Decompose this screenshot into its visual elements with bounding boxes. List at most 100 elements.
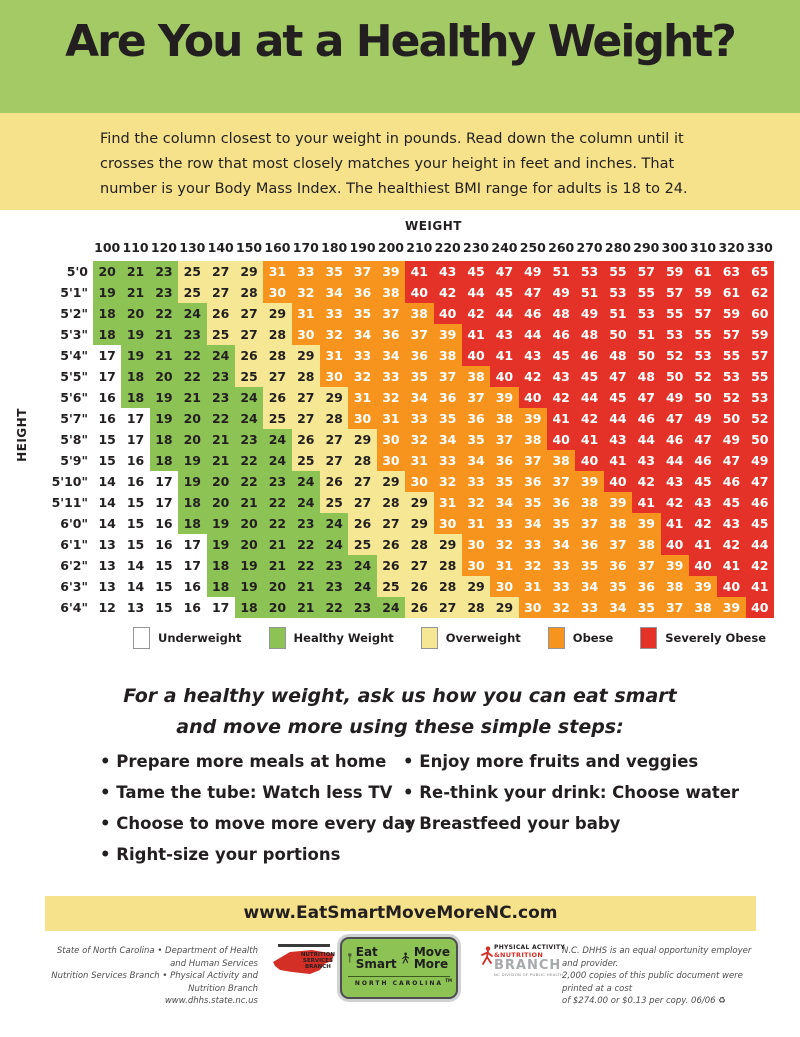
bmi-cell: 51	[603, 303, 633, 324]
bmi-cell: 45	[717, 492, 746, 513]
bmi-table-row: 14 16 17 19 20 22 23 24 26 27 29 30 32 33 35 36 37 39 40 42…	[93, 471, 774, 492]
height-row-label: 6'3"	[60, 579, 88, 594]
bmi-cell: 31	[263, 261, 292, 282]
bmi-cell: 18	[149, 450, 179, 471]
bmi-cell: 39	[717, 597, 746, 618]
bmi-cell: 43	[603, 429, 633, 450]
bmi-cell: 21	[149, 324, 179, 345]
bmi-cell: 36	[575, 534, 604, 555]
bmi-cell: 48	[632, 366, 661, 387]
bmi-cell: 24	[348, 555, 377, 576]
bmi-cell: 37	[518, 450, 547, 471]
bmi-cell: 47	[717, 450, 746, 471]
bmi-cell: 53	[603, 282, 633, 303]
bmi-cell: 57	[660, 282, 689, 303]
bmi-cell: 46	[745, 492, 774, 513]
bmi-cell: 30	[518, 597, 547, 618]
bmi-cell: 21	[291, 576, 320, 597]
bmi-cell: 52	[688, 366, 718, 387]
pan-line3: BRANCH	[494, 958, 562, 973]
bmi-cell: 37	[547, 471, 576, 492]
bmi-cell: 50	[632, 345, 661, 366]
bmi-cell: 23	[320, 576, 349, 597]
bmi-cell: 30	[461, 555, 491, 576]
bmi-cell: 46	[688, 450, 718, 471]
bmi-cell: 37	[348, 261, 377, 282]
legend-label: Severely Obese	[665, 631, 766, 645]
weight-header-cell: 280	[604, 240, 631, 255]
bmi-cell: 14	[93, 471, 122, 492]
bmi-cell: 30	[291, 324, 320, 345]
bmi-cell: 33	[405, 408, 434, 429]
bmi-cell: 34	[547, 534, 576, 555]
bmi-cell: 31	[376, 408, 406, 429]
bmi-cell: 48	[547, 303, 576, 324]
height-row-label: 6'2"	[60, 558, 88, 573]
bmi-cell: 18	[206, 576, 235, 597]
steps-list-right: Enjoy more fruits and veggiesRe-think yo…	[403, 750, 739, 843]
bmi-cell: 37	[490, 429, 519, 450]
bmi-cell: 39	[603, 492, 633, 513]
bmi-cell: 44	[745, 534, 774, 555]
height-row-label: 5'1"	[60, 285, 88, 300]
bmi-cell: 53	[575, 261, 604, 282]
bmi-cell: 31	[433, 492, 462, 513]
bmi-cell: 27	[291, 408, 320, 429]
bmi-cell: 30	[405, 471, 434, 492]
bmi-cell: 43	[547, 366, 576, 387]
bmi-cell: 26	[234, 345, 264, 366]
bmi-cell: 63	[717, 261, 746, 282]
nc-logo-caption-bar	[278, 944, 330, 947]
bmi-cell: 29	[263, 303, 292, 324]
bmi-cell: 24	[263, 450, 292, 471]
fork-icon	[348, 953, 352, 963]
bmi-cell: 45	[575, 366, 604, 387]
bmi-cell: 24	[291, 492, 320, 513]
bmi-cell: 61	[717, 282, 746, 303]
bmi-cell: 24	[178, 303, 207, 324]
bmi-legend: Underweight Healthy Weight Overweight Obese…	[133, 627, 766, 649]
bmi-cell: 32	[348, 366, 377, 387]
footer-agency-line: www.dhhs.state.nc.us	[164, 996, 258, 1006]
bmi-cell: 20	[149, 366, 179, 387]
pan-line1: PHYSICAL ACTIVITY	[494, 944, 566, 951]
nutrition-services-branch-logo: NUTRITION SERVICES BRANCH	[272, 944, 336, 984]
bmi-cell: 38	[575, 492, 604, 513]
esmm-more: More	[413, 957, 449, 971]
bmi-cell: 40	[603, 471, 633, 492]
bmi-cell: 37	[433, 366, 462, 387]
footer-fineprint-text: N.C. DHHS is an equal opportunity employ…	[562, 945, 767, 1008]
bmi-cell: 44	[660, 450, 689, 471]
bmi-cell: 19	[121, 345, 150, 366]
bmi-cell: 51	[575, 282, 604, 303]
bmi-cell: 62	[745, 282, 774, 303]
bmi-cell: 23	[149, 261, 179, 282]
weight-header-cell: 160	[264, 240, 291, 255]
bmi-cell: 25	[178, 261, 207, 282]
physical-activity-nutrition-branch-logo: PHYSICAL ACTIVITY &NUTRITION BRANCH NC D…	[480, 944, 566, 986]
bmi-cell: 52	[660, 345, 689, 366]
bmi-cell: 22	[234, 471, 264, 492]
bmi-cell: 47	[632, 387, 661, 408]
bmi-cell: 43	[490, 324, 519, 345]
bmi-cell: 37	[461, 387, 491, 408]
nc-logo-line2: SERVICES	[302, 958, 333, 964]
bmi-cell: 34	[376, 345, 406, 366]
bmi-cell: 39	[632, 513, 661, 534]
bmi-cell: 29	[405, 492, 434, 513]
bmi-cell: 20	[206, 492, 235, 513]
bmi-cell: 38	[518, 429, 547, 450]
bmi-cell: 55	[660, 303, 689, 324]
bmi-cell: 35	[575, 555, 604, 576]
bmi-cell: 47	[518, 282, 547, 303]
bmi-cell: 48	[575, 324, 604, 345]
bmi-cell: 20	[263, 597, 292, 618]
bmi-cell: 34	[320, 282, 349, 303]
bmi-cell: 21	[234, 492, 264, 513]
legend-swatch	[420, 627, 438, 649]
bmi-cell: 59	[660, 261, 689, 282]
bmi-cell: 36	[348, 282, 377, 303]
bmi-cell: 23	[320, 555, 349, 576]
legend-swatch	[133, 627, 150, 649]
bmi-cell: 50	[717, 408, 746, 429]
